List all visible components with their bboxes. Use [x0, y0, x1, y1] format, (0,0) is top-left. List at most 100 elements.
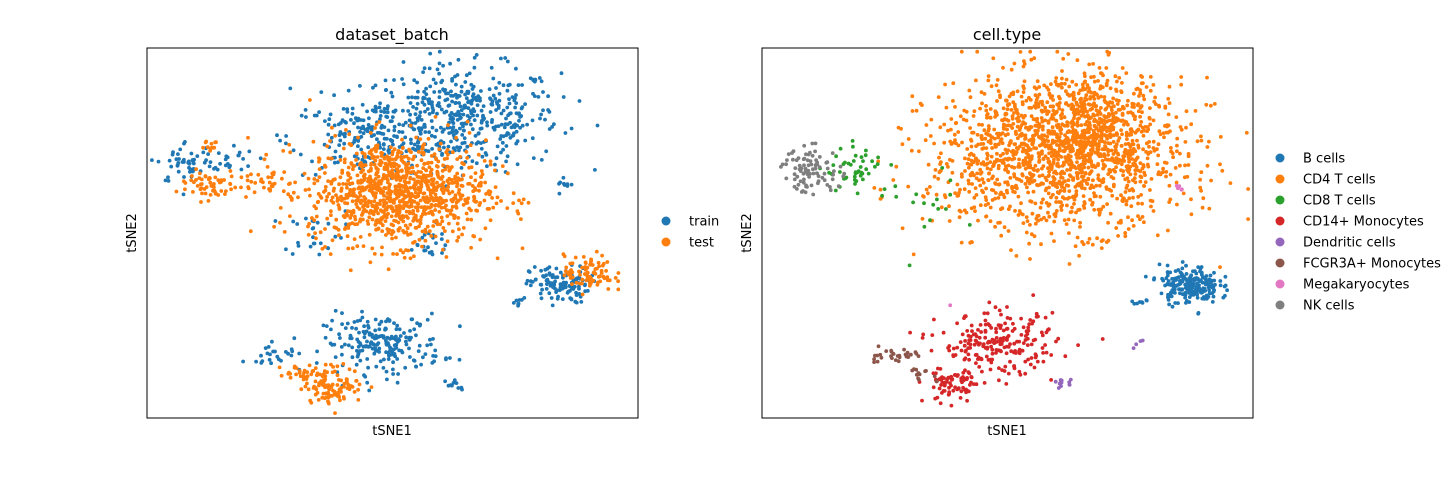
data-point [311, 235, 315, 240]
data-point [412, 127, 417, 132]
data-point [966, 157, 971, 162]
data-point [1067, 262, 1072, 266]
data-point [1040, 109, 1045, 114]
data-point [920, 398, 924, 403]
data-point [974, 193, 979, 197]
data-point [574, 293, 579, 297]
data-point [1119, 193, 1123, 198]
data-point [907, 263, 912, 268]
data-point [461, 121, 465, 126]
data-point [1048, 95, 1053, 100]
data-point [424, 92, 429, 97]
data-point [1081, 162, 1086, 167]
data-point [894, 194, 899, 199]
data-point [389, 214, 394, 219]
data-point [441, 184, 446, 189]
data-point [1014, 132, 1018, 137]
data-point [1101, 177, 1106, 181]
data-point [1100, 147, 1105, 152]
data-point [409, 204, 414, 209]
data-point [498, 137, 503, 141]
data-point [546, 94, 550, 99]
data-point [1175, 143, 1179, 148]
data-point [539, 158, 544, 162]
data-point [479, 126, 484, 131]
data-point [408, 101, 413, 105]
data-point [616, 287, 621, 292]
data-point [206, 152, 211, 157]
data-point [391, 252, 395, 256]
data-point [1189, 273, 1194, 278]
data-point [944, 162, 949, 166]
data-point [347, 132, 352, 137]
data-point [249, 179, 254, 184]
data-point [1141, 81, 1145, 85]
data-point [861, 177, 865, 182]
data-point [989, 84, 994, 89]
data-point [323, 362, 328, 367]
data-point [930, 333, 935, 337]
data-point [415, 321, 419, 326]
data-point [354, 194, 358, 199]
data-point [248, 229, 253, 234]
data-point [379, 319, 384, 324]
data-point [329, 385, 334, 389]
data-point [1100, 337, 1105, 341]
data-point [501, 108, 506, 113]
data-point [1003, 111, 1008, 116]
data-point [346, 172, 351, 177]
data-point [1039, 330, 1044, 335]
data-point [365, 357, 370, 361]
data-point [391, 223, 395, 228]
data-point [408, 112, 412, 117]
data-point [432, 359, 436, 364]
data-point [336, 203, 341, 207]
data-point [198, 187, 203, 192]
data-point [557, 288, 562, 293]
data-point [962, 187, 967, 192]
data-point [588, 278, 593, 283]
data-point [362, 207, 367, 212]
data-point [1137, 94, 1141, 98]
data-point [480, 172, 485, 177]
data-point [1110, 108, 1114, 113]
data-point [1053, 379, 1058, 384]
data-point [1068, 148, 1073, 153]
data-point [1054, 118, 1059, 123]
data-point [1014, 351, 1018, 355]
data-point [308, 98, 312, 102]
data-point [965, 147, 970, 151]
data-point [362, 335, 367, 340]
data-point [346, 343, 351, 348]
data-point [499, 111, 504, 116]
data-point [583, 268, 588, 272]
data-point [1098, 183, 1102, 188]
data-point [1031, 338, 1036, 343]
data-point [1065, 136, 1070, 141]
data-point [1040, 102, 1045, 107]
data-point [1120, 132, 1124, 137]
data-point [411, 358, 416, 363]
data-point [1104, 240, 1109, 245]
data-point [853, 182, 857, 186]
data-point [373, 104, 378, 109]
data-point [177, 157, 181, 161]
data-point [360, 309, 364, 314]
data-point [389, 334, 394, 339]
data-point [1168, 270, 1173, 275]
data-point [426, 136, 431, 141]
data-point [401, 219, 406, 224]
data-point [439, 215, 444, 220]
data-point [418, 128, 422, 133]
data-point [400, 77, 404, 81]
data-point [988, 160, 993, 165]
data-point [513, 105, 517, 110]
data-point [982, 381, 987, 385]
data-point [1130, 149, 1135, 154]
data-point [959, 389, 964, 394]
data-point [1108, 86, 1113, 91]
data-point [1062, 218, 1067, 223]
data-point [471, 189, 476, 194]
data-point [986, 124, 991, 128]
